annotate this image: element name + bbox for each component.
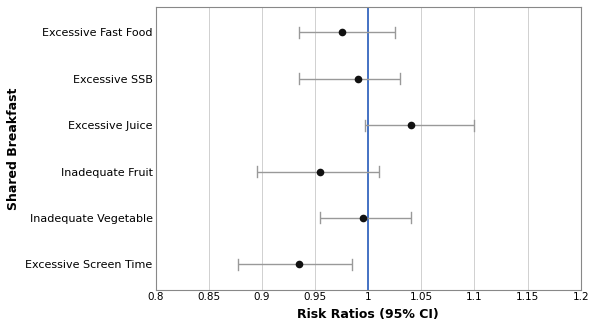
- Y-axis label: Shared Breakfast: Shared Breakfast: [7, 87, 20, 210]
- X-axis label: Risk Ratios (95% CI): Risk Ratios (95% CI): [297, 308, 439, 321]
